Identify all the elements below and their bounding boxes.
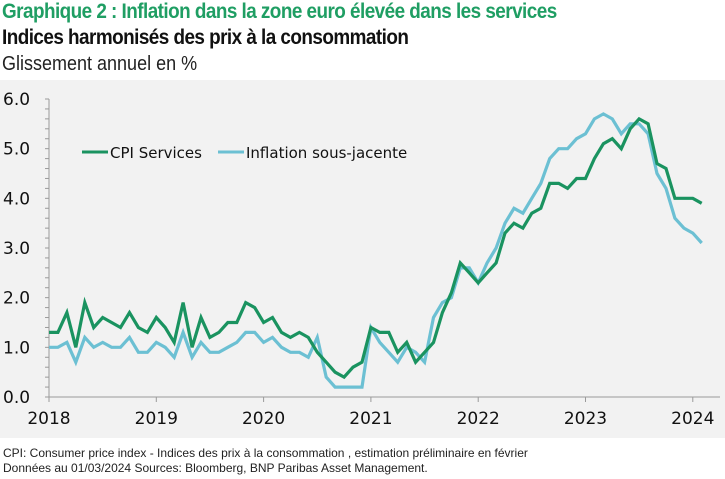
x-tick-label: 2018 (27, 409, 70, 429)
y-tick-label: 3.0 (3, 239, 30, 259)
series-line-cpi-services (49, 116, 703, 380)
chart-title: Graphique 2 : Inflation dans la zone eur… (2, 0, 557, 23)
chart-unit-label: Glissement annuel en % (2, 53, 198, 75)
y-tick-label: 1.0 (3, 338, 30, 358)
y-tick-label: 4.0 (3, 189, 30, 209)
footnote-sources: Données au 01/03/2024 Sources: Bloomberg… (3, 461, 428, 475)
legend-label-cpi-services: CPI Services (110, 144, 202, 162)
footnote-definition: CPI: Consumer price index - Indices des … (3, 446, 528, 460)
chart-subtitle: Indices harmonisés des prix à la consomm… (2, 26, 409, 49)
legend-label-inflation-sous-jacente: Inflation sous-jacente (246, 144, 407, 162)
axes: 0.0 1.0 2.0 3.0 4.0 5.0 6.0 2018 2019 2020 2021 202… (3, 90, 720, 429)
series-line-inflation-sous-jacente (49, 112, 703, 389)
legend: CPI Services Inflation sous-jacente (82, 144, 407, 162)
y-tick-label: 0.0 (3, 388, 30, 408)
x-tick-label: 2020 (242, 409, 285, 429)
x-tick-label: 2024 (671, 409, 714, 429)
y-tick-label: 5.0 (3, 140, 30, 160)
x-tick-label: 2021 (349, 409, 392, 429)
x-tick-label: 2019 (135, 409, 178, 429)
x-tick-label: 2022 (457, 409, 500, 429)
y-tick-label: 6.0 (3, 90, 30, 110)
series-layer (49, 112, 703, 389)
y-tick-label: 2.0 (3, 289, 30, 309)
x-tick-label: 2023 (564, 409, 607, 429)
